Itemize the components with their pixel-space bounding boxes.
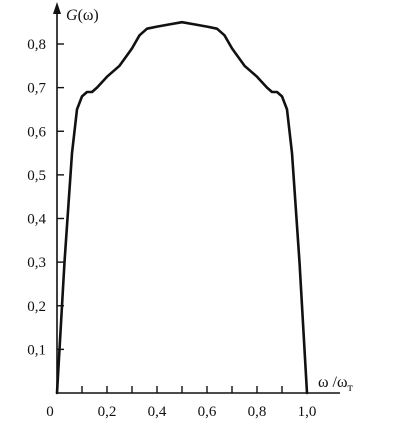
y-tick-label: 0,1: [27, 342, 46, 358]
y-axis-title: G(ω): [66, 7, 99, 24]
x-axis-title-main: ω /ω: [318, 374, 348, 391]
y-axis-title-argument: (ω): [78, 7, 99, 24]
x-tick-label: 0,4: [148, 404, 167, 420]
y-tick-label: 0,5: [27, 168, 46, 184]
y-axis-title-function: G: [66, 7, 78, 24]
y-axis-arrow: [53, 2, 61, 14]
tick-labels: 0,2 0,4 0,6 0,8 1,0 0,1 0,2 0,3 0,4 0,5 0,6 0,7 0,8: [27, 37, 316, 420]
x-tick-label: 0,2: [98, 404, 117, 420]
y-tick-label: 0,6: [27, 124, 46, 140]
axes: [53, 2, 340, 394]
x-tick-label: 1,0: [298, 404, 317, 420]
series-line: [55, 20, 309, 395]
origin-label: 0: [46, 404, 54, 420]
y-tick-label: 0,4: [27, 212, 46, 228]
x-tick-label: 0,8: [248, 404, 267, 420]
y-tick-label: 0,8: [27, 37, 46, 53]
x-tick-label: 0,6: [198, 404, 217, 420]
x-axis-title-subscript: т: [348, 380, 354, 394]
y-tick-label: 0,3: [27, 255, 46, 271]
y-tick-label: 0,2: [27, 299, 46, 315]
x-axis-title: ω /ωт: [318, 374, 354, 394]
y-tick-label: 0,7: [27, 81, 46, 97]
ticks: [57, 43, 308, 393]
